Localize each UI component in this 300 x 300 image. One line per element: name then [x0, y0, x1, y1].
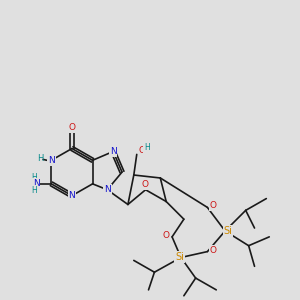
Text: Si: Si	[175, 253, 184, 262]
Text: O: O	[142, 180, 148, 189]
Text: O: O	[163, 231, 170, 240]
Text: N: N	[48, 156, 55, 165]
Text: O: O	[210, 246, 217, 255]
Text: N: N	[69, 191, 75, 200]
Text: H: H	[144, 143, 150, 152]
Text: N: N	[33, 179, 39, 188]
Text: N: N	[110, 147, 117, 156]
Text: O: O	[210, 201, 217, 210]
Text: N: N	[104, 185, 111, 194]
Text: H: H	[37, 154, 44, 163]
Text: O: O	[139, 146, 145, 155]
Text: H: H	[31, 173, 37, 182]
Text: O: O	[68, 123, 76, 132]
Text: H: H	[31, 186, 37, 195]
Text: Si: Si	[224, 226, 232, 236]
